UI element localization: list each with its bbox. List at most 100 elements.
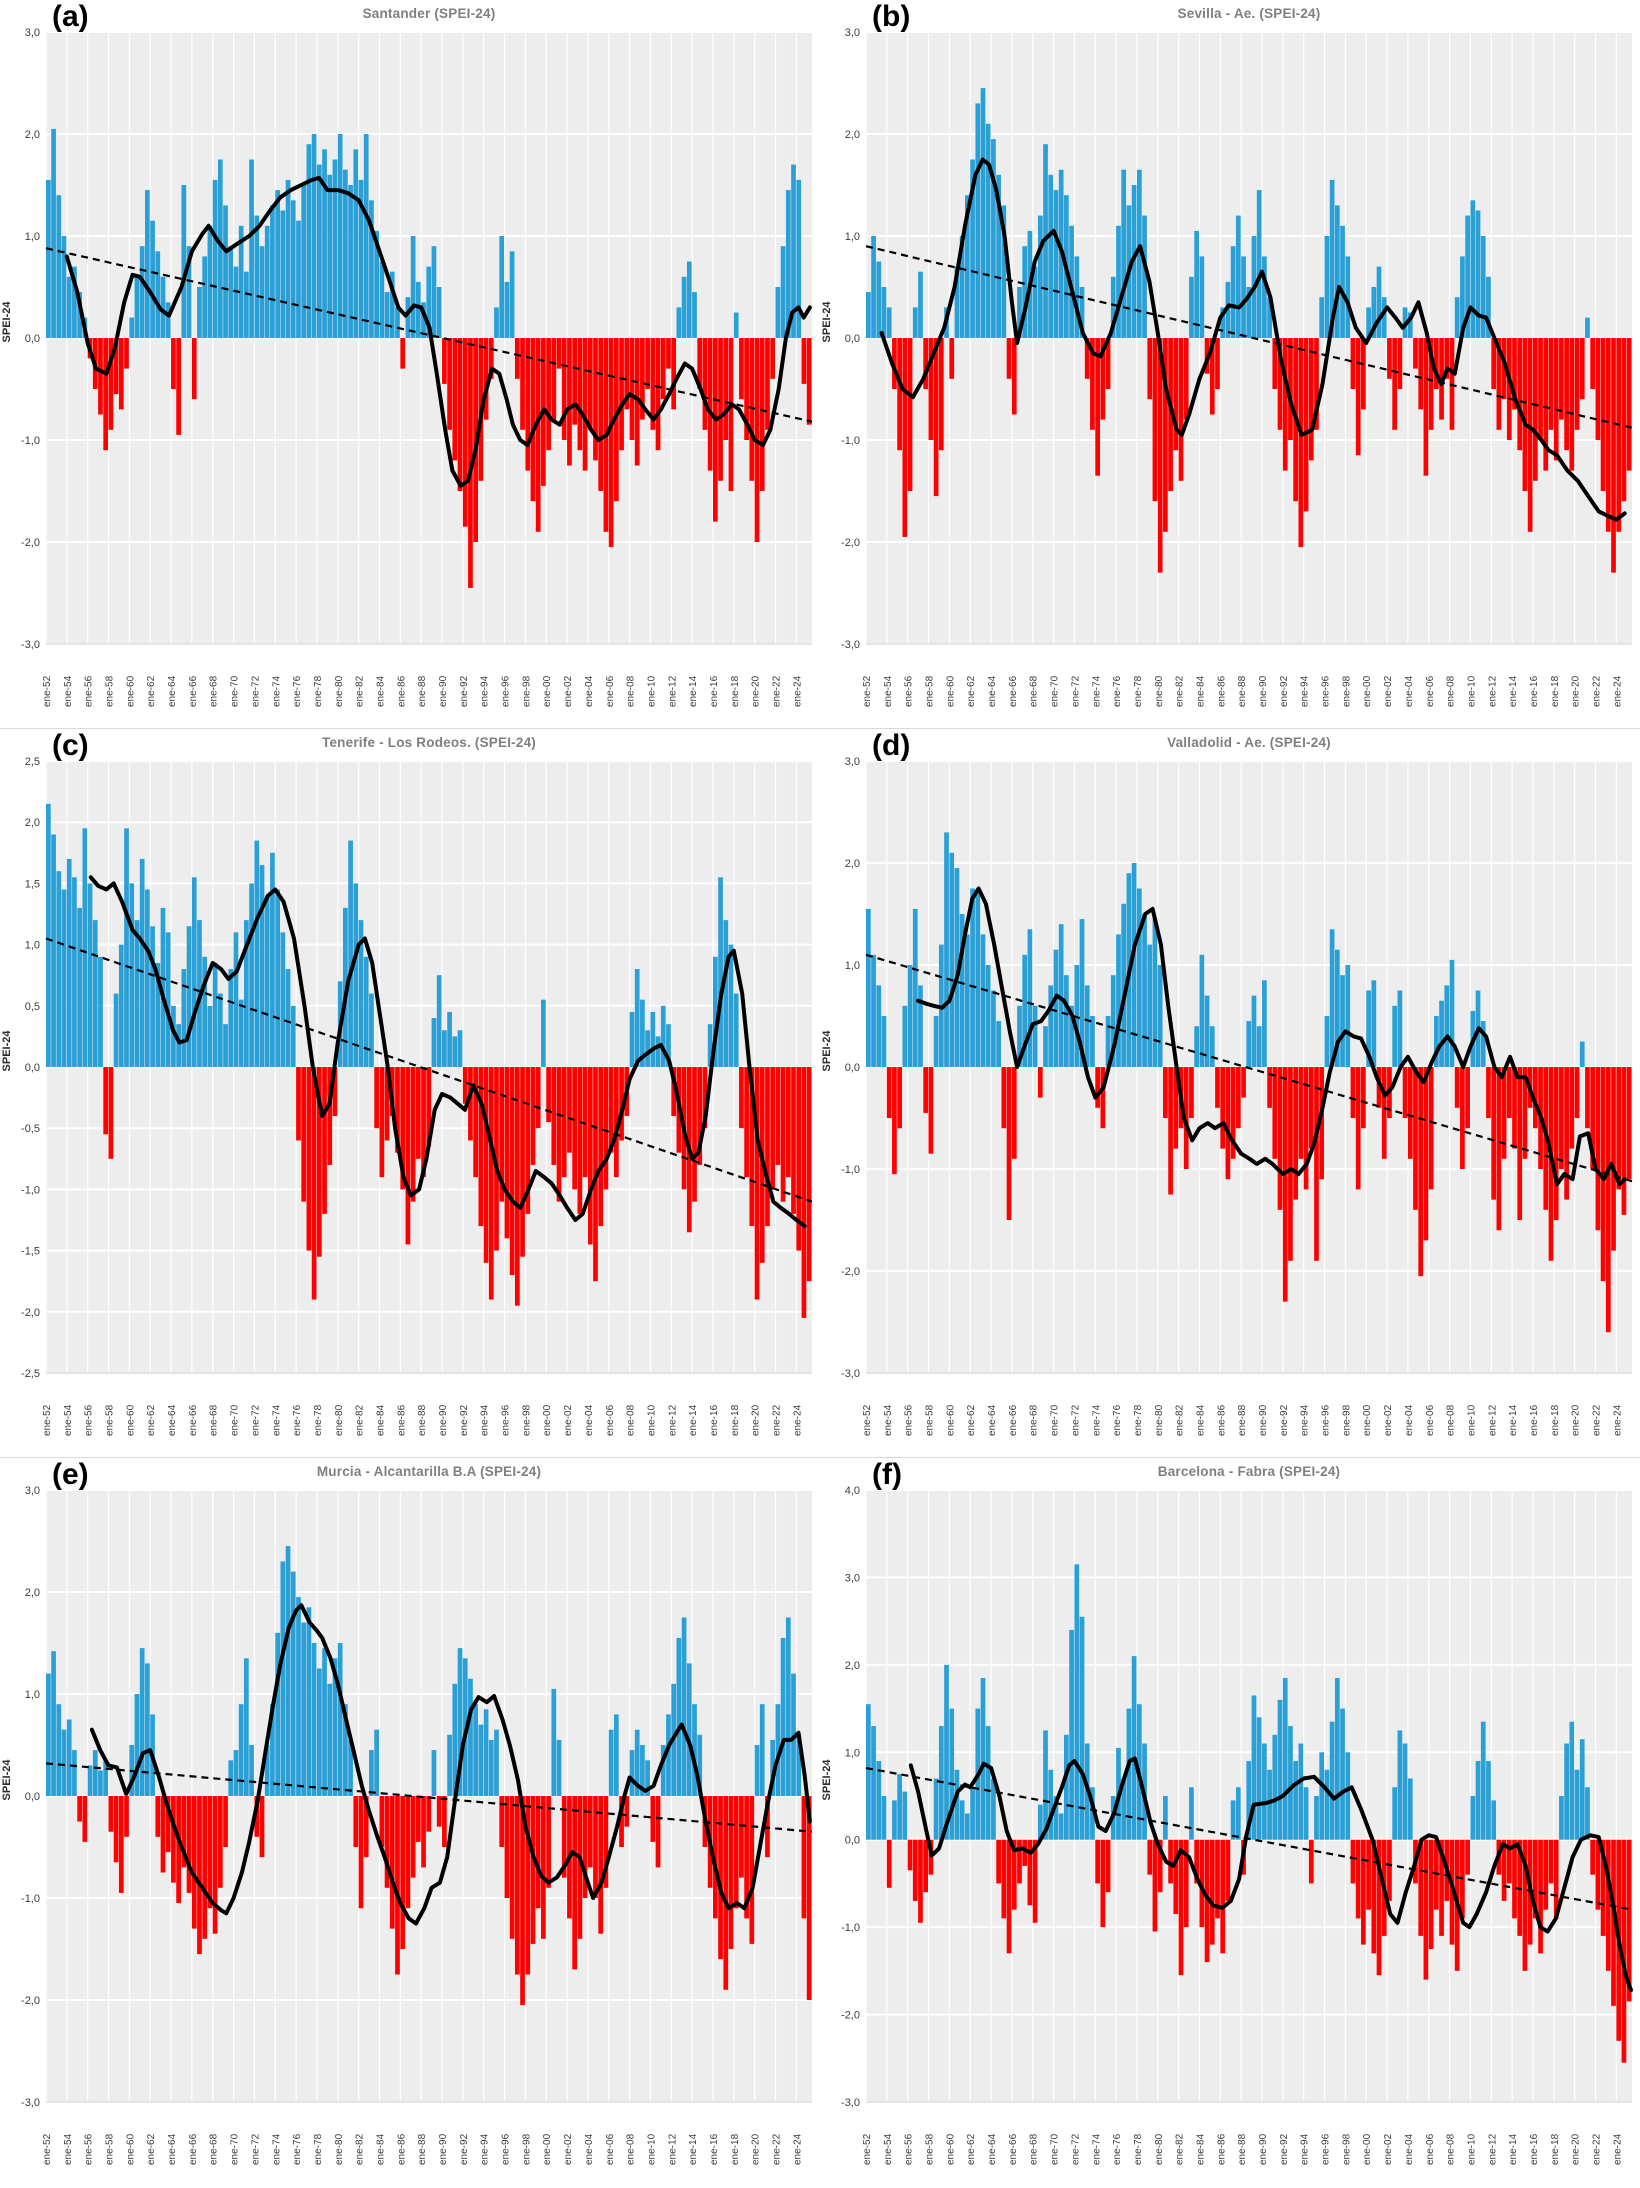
svg-text:ene-76: ene-76 bbox=[1112, 1404, 1123, 1436]
svg-text:ene-96: ene-96 bbox=[1321, 2133, 1332, 2165]
svg-text:ene-60: ene-60 bbox=[945, 675, 956, 707]
svg-text:ene-68: ene-68 bbox=[1029, 2133, 1040, 2165]
svg-text:2,0: 2,0 bbox=[845, 858, 860, 870]
svg-text:ene-00: ene-00 bbox=[542, 1404, 553, 1436]
svg-text:ene-94: ene-94 bbox=[480, 1404, 491, 1436]
svg-text:ene-54: ene-54 bbox=[63, 2133, 74, 2165]
svg-text:-2,0: -2,0 bbox=[21, 1307, 40, 1319]
svg-text:ene-52: ene-52 bbox=[862, 675, 873, 707]
svg-text:ene-80: ene-80 bbox=[1154, 2133, 1165, 2165]
svg-text:4,0: 4,0 bbox=[845, 1485, 860, 1497]
svg-text:0,0: 0,0 bbox=[25, 1791, 40, 1803]
panel-d-valladolid: -3,0 -2,0 -1,0 0,0 1,0 2,0 3,0 ene-52 ene-54 ene-… bbox=[820, 729, 1640, 1458]
svg-text:ene-04: ene-04 bbox=[1404, 1404, 1415, 1436]
svg-text:-3,0: -3,0 bbox=[841, 2097, 860, 2109]
svg-text:ene-04: ene-04 bbox=[584, 1404, 595, 1436]
svg-text:ene-22: ene-22 bbox=[772, 675, 783, 707]
svg-text:ene-96: ene-96 bbox=[1321, 675, 1332, 707]
svg-text:ene-14: ene-14 bbox=[1508, 1404, 1519, 1436]
svg-text:ene-60: ene-60 bbox=[945, 2133, 956, 2165]
svg-text:ene-58: ene-58 bbox=[925, 2133, 936, 2165]
svg-text:ene-16: ene-16 bbox=[709, 1404, 720, 1436]
svg-text:ene-08: ene-08 bbox=[1446, 2133, 1457, 2165]
svg-text:ene-72: ene-72 bbox=[1070, 675, 1081, 707]
svg-text:ene-64: ene-64 bbox=[167, 675, 178, 707]
svg-text:ene-86: ene-86 bbox=[396, 2133, 407, 2165]
svg-text:ene-84: ene-84 bbox=[1196, 2133, 1207, 2165]
svg-text:ene-90: ene-90 bbox=[1258, 675, 1269, 707]
svg-text:ene-18: ene-18 bbox=[1550, 675, 1561, 707]
svg-text:ene-70: ene-70 bbox=[230, 675, 241, 707]
svg-text:-2,0: -2,0 bbox=[841, 1266, 860, 1278]
svg-text:ene-84: ene-84 bbox=[376, 2133, 387, 2165]
svg-text:ene-94: ene-94 bbox=[1300, 2133, 1311, 2165]
svg-text:ene-10: ene-10 bbox=[1467, 2133, 1478, 2165]
svg-text:ene-12: ene-12 bbox=[1487, 2133, 1498, 2165]
svg-text:-3,0: -3,0 bbox=[21, 639, 40, 651]
svg-text:ene-04: ene-04 bbox=[1404, 675, 1415, 707]
svg-text:ene-80: ene-80 bbox=[334, 1404, 345, 1436]
svg-text:ene-92: ene-92 bbox=[459, 1404, 470, 1436]
svg-text:ene-00: ene-00 bbox=[1362, 1404, 1373, 1436]
svg-text:ene-90: ene-90 bbox=[438, 1404, 449, 1436]
svg-text:ene-72: ene-72 bbox=[1070, 2133, 1081, 2165]
svg-text:-1,5: -1,5 bbox=[21, 1246, 40, 1258]
svg-text:ene-16: ene-16 bbox=[709, 675, 720, 707]
svg-text:ene-24: ene-24 bbox=[792, 675, 803, 707]
svg-text:ene-04: ene-04 bbox=[1404, 2133, 1415, 2165]
svg-text:ene-60: ene-60 bbox=[125, 2133, 136, 2165]
panel-title-d: Valladolid - Ae. (SPEI-24) bbox=[1167, 735, 1331, 750]
svg-text:ene-62: ene-62 bbox=[966, 675, 977, 707]
svg-text:ene-80: ene-80 bbox=[1154, 675, 1165, 707]
svg-text:ene-06: ene-06 bbox=[1425, 2133, 1436, 2165]
svg-text:ene-94: ene-94 bbox=[1300, 1404, 1311, 1436]
svg-text:ene-10: ene-10 bbox=[647, 1404, 658, 1436]
svg-text:ene-18: ene-18 bbox=[1550, 2133, 1561, 2165]
svg-text:ene-56: ene-56 bbox=[904, 2133, 915, 2165]
svg-text:ene-10: ene-10 bbox=[647, 2133, 658, 2165]
svg-text:ene-98: ene-98 bbox=[521, 1404, 532, 1436]
svg-text:ene-52: ene-52 bbox=[862, 2133, 873, 2165]
svg-text:ene-54: ene-54 bbox=[883, 675, 894, 707]
svg-text:ene-66: ene-66 bbox=[1008, 2133, 1019, 2165]
svg-text:-2,5: -2,5 bbox=[21, 1368, 40, 1380]
svg-text:ene-94: ene-94 bbox=[1300, 675, 1311, 707]
svg-text:ene-58: ene-58 bbox=[925, 1404, 936, 1436]
panel-title-c: Tenerife - Los Rodeos. (SPEI-24) bbox=[322, 735, 536, 750]
svg-text:ene-24: ene-24 bbox=[1612, 675, 1623, 707]
svg-text:ene-66: ene-66 bbox=[1008, 1404, 1019, 1436]
svg-text:ene-18: ene-18 bbox=[730, 1404, 741, 1436]
svg-text:2,0: 2,0 bbox=[25, 817, 40, 829]
svg-text:0,5: 0,5 bbox=[25, 1001, 40, 1013]
svg-text:3,0: 3,0 bbox=[25, 1485, 40, 1497]
svg-text:-0,5: -0,5 bbox=[21, 1123, 40, 1135]
svg-text:3,0: 3,0 bbox=[25, 27, 40, 39]
svg-text:ene-00: ene-00 bbox=[542, 2133, 553, 2165]
svg-text:ene-66: ene-66 bbox=[188, 675, 199, 707]
svg-text:ene-02: ene-02 bbox=[563, 675, 574, 707]
svg-text:ene-64: ene-64 bbox=[167, 2133, 178, 2165]
svg-text:3,0: 3,0 bbox=[845, 1572, 860, 1584]
svg-text:ene-98: ene-98 bbox=[521, 675, 532, 707]
svg-text:ene-56: ene-56 bbox=[904, 675, 915, 707]
svg-text:ene-78: ene-78 bbox=[1133, 675, 1144, 707]
svg-text:ene-76: ene-76 bbox=[1112, 2133, 1123, 2165]
svg-text:ene-00: ene-00 bbox=[1362, 675, 1373, 707]
svg-text:0,0: 0,0 bbox=[845, 333, 860, 345]
chart-canvas-f: -3,0 -2,0 -1,0 0,0 1,0 2,0 3,0 4,0 ene-52 ene-54 e… bbox=[841, 1485, 1633, 2165]
svg-text:ene-24: ene-24 bbox=[792, 1404, 803, 1436]
svg-text:-1,0: -1,0 bbox=[841, 435, 860, 447]
svg-text:ene-74: ene-74 bbox=[1091, 675, 1102, 707]
svg-text:ene-74: ene-74 bbox=[1091, 2133, 1102, 2165]
svg-text:ene-70: ene-70 bbox=[1050, 675, 1061, 707]
svg-text:ene-72: ene-72 bbox=[250, 2133, 261, 2165]
svg-text:ene-58: ene-58 bbox=[105, 1404, 116, 1436]
svg-text:ene-08: ene-08 bbox=[1446, 1404, 1457, 1436]
svg-text:ene-64: ene-64 bbox=[987, 2133, 998, 2165]
svg-text:ene-72: ene-72 bbox=[250, 1404, 261, 1436]
svg-text:ene-06: ene-06 bbox=[1425, 675, 1436, 707]
svg-text:1,0: 1,0 bbox=[25, 940, 40, 952]
svg-text:1,0: 1,0 bbox=[845, 231, 860, 243]
svg-text:1,0: 1,0 bbox=[25, 1689, 40, 1701]
svg-text:ene-68: ene-68 bbox=[1029, 1404, 1040, 1436]
